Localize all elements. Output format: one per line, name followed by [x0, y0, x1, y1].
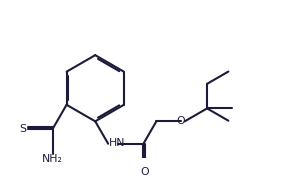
Text: O: O [177, 116, 185, 126]
Text: O: O [140, 167, 149, 177]
Text: S: S [19, 124, 26, 134]
Text: HN: HN [109, 138, 125, 148]
Text: NH₂: NH₂ [42, 154, 63, 164]
